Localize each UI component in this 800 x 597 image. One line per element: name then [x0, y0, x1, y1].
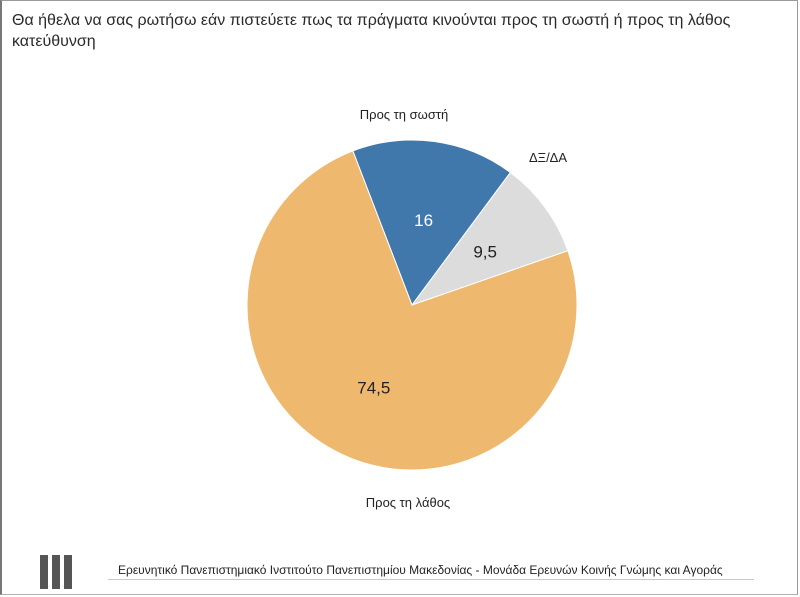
slice-category-label: ΔΞ/ΔΑ — [529, 150, 567, 165]
pie-slice — [246, 150, 578, 471]
slice-category-label: Προς τη λάθος — [366, 495, 450, 510]
slice-value-label: 16 — [414, 211, 433, 230]
chart-title: Θα ήθελα να σας ρωτήσω εάν πιστεύετε πως… — [12, 12, 731, 50]
footer-text: Ερευνητικό Πανεπιστημιακό Ινστιτούτο Παν… — [118, 563, 723, 577]
slice-value-label: 9,5 — [473, 242, 497, 261]
slice-category-label: Προς τη σωστή — [360, 107, 448, 122]
pie-slice — [410, 171, 569, 307]
institute-bars-icon — [40, 555, 72, 589]
pie-slice — [352, 139, 512, 307]
slice-value-label: 74,5 — [357, 378, 390, 397]
footer-divider — [108, 579, 754, 580]
